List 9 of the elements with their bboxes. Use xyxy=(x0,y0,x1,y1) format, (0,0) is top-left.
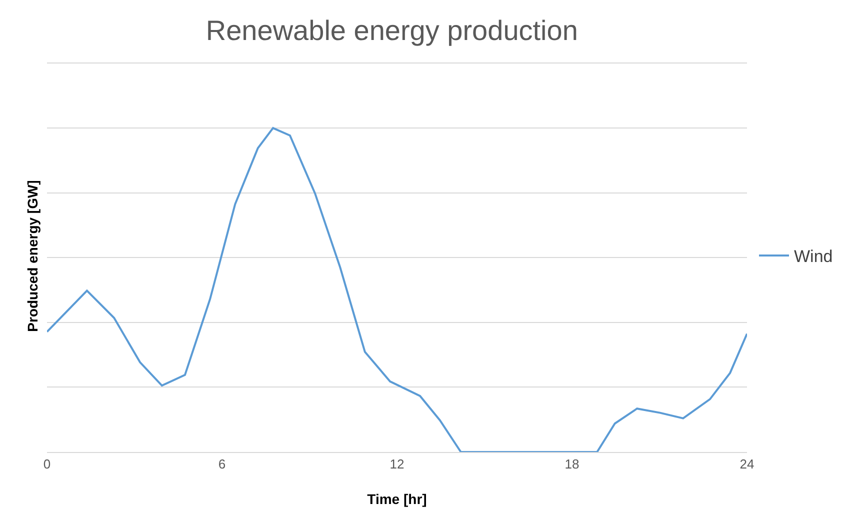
x-tick-label: 6 xyxy=(218,456,226,472)
x-axis-title: Time [hr] xyxy=(367,491,427,507)
chart-title: Renewable energy production xyxy=(206,15,578,46)
x-tick-label: 0 xyxy=(43,456,51,472)
x-tick-label: 12 xyxy=(390,456,404,472)
legend-label: Wind xyxy=(794,247,833,266)
x-tick-label: 24 xyxy=(740,456,754,472)
x-tick-label: 18 xyxy=(564,456,580,472)
y-axis-title: Produced energy [GW] xyxy=(24,180,41,332)
